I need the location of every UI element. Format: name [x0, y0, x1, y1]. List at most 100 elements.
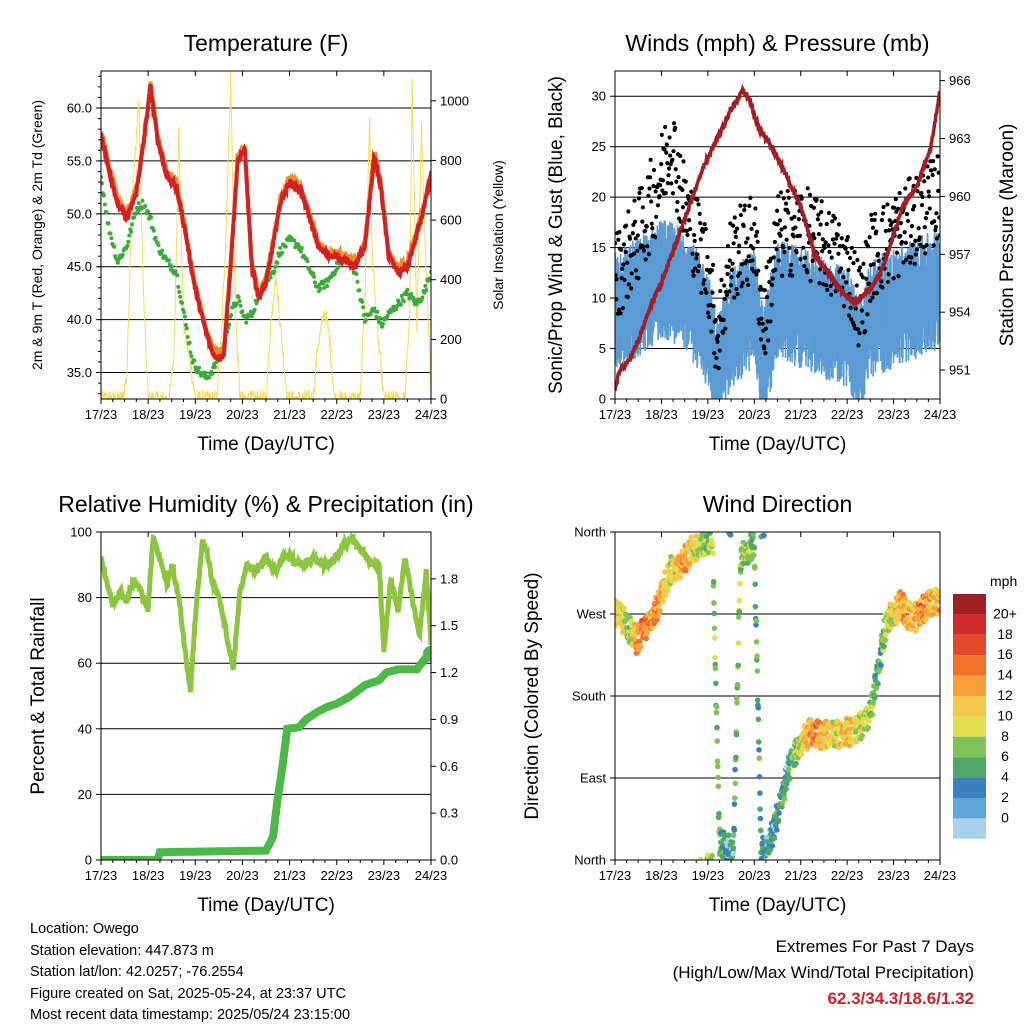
- dewpoint-point: [183, 322, 188, 327]
- dewpoint-point: [311, 271, 316, 276]
- rh-ytick-label: 60: [78, 656, 92, 671]
- dewpoint-point: [401, 299, 406, 304]
- wind-gust-point: [876, 258, 881, 263]
- wind-gust-point: [715, 339, 720, 344]
- direction-legend-swatch: [953, 716, 986, 737]
- rh-frame: [100, 531, 432, 861]
- extremes-title: Extremes For Past 7 Days: [775, 937, 974, 956]
- wind-gust-point: [626, 209, 631, 214]
- wind-gust-point: [919, 190, 924, 196]
- wind-gust-point: [830, 219, 835, 224]
- direction-point: [697, 856, 704, 860]
- wind-gust-point: [666, 173, 671, 178]
- direction-point: [774, 827, 780, 833]
- wind-gust-point: [805, 186, 810, 191]
- wind-gust-point: [899, 239, 905, 245]
- direction-point: [787, 775, 793, 782]
- dewpoint-point: [106, 221, 111, 226]
- direction-point: [872, 672, 878, 679]
- wind-gust-point: [894, 250, 900, 255]
- direction-point: [709, 852, 716, 859]
- direction-point: [929, 612, 936, 618]
- wind-gust-point: [891, 276, 896, 281]
- wind-gust-point: [657, 194, 662, 199]
- wind-gust-point: [904, 257, 909, 262]
- dewpoint-point: [298, 249, 303, 254]
- direction-point: [882, 637, 889, 644]
- wind-gust-point: [734, 286, 739, 292]
- wind-gust-point: [823, 240, 828, 245]
- wind-gust-point: [786, 210, 791, 215]
- rh-y2tick-label: 1.2: [440, 665, 458, 680]
- direction-point: [756, 755, 763, 762]
- wind-gust-point: [896, 274, 901, 279]
- wind-gust-point: [898, 221, 903, 226]
- wind-gust-point: [867, 235, 872, 240]
- wind-gust-point: [798, 257, 803, 262]
- wind-gust-point: [826, 243, 831, 248]
- wind-gust-point: [762, 346, 767, 351]
- wind-gust-point: [736, 250, 741, 255]
- temp-plot-area: [101, 71, 431, 399]
- wind-gust-point: [712, 351, 717, 356]
- direction-legend-swatch: [953, 798, 986, 819]
- wind-gust-point: [848, 305, 853, 310]
- wind-gust-point: [673, 125, 678, 130]
- wind-ytick-label: 5: [599, 341, 606, 356]
- wind-gust-point: [617, 230, 622, 235]
- dewpoint-point: [380, 321, 385, 326]
- wind-gust-point: [893, 197, 898, 202]
- wind-gust-point: [910, 242, 915, 248]
- wind-gust-point: [932, 167, 937, 172]
- wind-gust-point: [918, 242, 923, 247]
- wind-gust-point: [615, 277, 619, 282]
- direction-point: [870, 700, 877, 706]
- dewpoint-point: [411, 295, 416, 300]
- dewpoint-point: [363, 318, 368, 323]
- wind-gust-point: [762, 288, 767, 293]
- dewpoint-point: [332, 271, 337, 276]
- wind-gust-point: [907, 176, 912, 181]
- rh-plot-area: [101, 532, 431, 860]
- wind-gust-point: [865, 244, 871, 249]
- wind-gust-point: [794, 250, 799, 255]
- wind-gust-point: [886, 272, 891, 277]
- direction-point: [656, 603, 663, 610]
- dewpoint-point: [130, 222, 135, 227]
- direction-point: [734, 700, 740, 706]
- wind-gust-point: [693, 266, 698, 271]
- wind-gust-point: [829, 255, 834, 260]
- wind-gust-point: [697, 263, 702, 269]
- direction-legend-label: 20+: [993, 605, 1017, 621]
- direction-point: [804, 743, 811, 749]
- direction-point: [866, 718, 872, 724]
- wind-gust-point: [636, 196, 642, 201]
- dewpoint-point: [244, 320, 249, 325]
- wind-gust-point: [910, 207, 916, 212]
- direction-point: [757, 827, 764, 834]
- direction-point: [714, 758, 721, 765]
- dewpoint-point: [101, 181, 104, 186]
- wind-gust-point: [874, 229, 879, 234]
- dewpoint-point: [127, 233, 132, 238]
- temp-ytick-label: 50.0: [67, 206, 92, 221]
- wind-gust-point: [644, 224, 649, 229]
- wind-gust-point: [731, 223, 736, 228]
- dewpoint-point: [384, 316, 389, 321]
- dewpoint-point: [317, 282, 322, 287]
- dewpoint-point: [275, 260, 280, 265]
- direction-point: [712, 654, 718, 661]
- direction-point: [756, 774, 763, 780]
- wind-gust-point: [909, 223, 915, 229]
- direction-point: [859, 732, 866, 739]
- wind-gust-point: [866, 281, 872, 286]
- direction-point: [853, 738, 859, 745]
- dewpoint-point: [360, 299, 365, 304]
- wind-gust-point: [615, 241, 618, 246]
- temp-xlabel: Time (Day/UTC): [197, 434, 335, 455]
- wind-gust-point: [934, 236, 940, 241]
- wind-gust-point: [727, 289, 732, 294]
- wind-gust-point: [720, 330, 726, 335]
- temp-y2tick-label: 400: [440, 272, 462, 287]
- dewpoint-point: [192, 358, 197, 363]
